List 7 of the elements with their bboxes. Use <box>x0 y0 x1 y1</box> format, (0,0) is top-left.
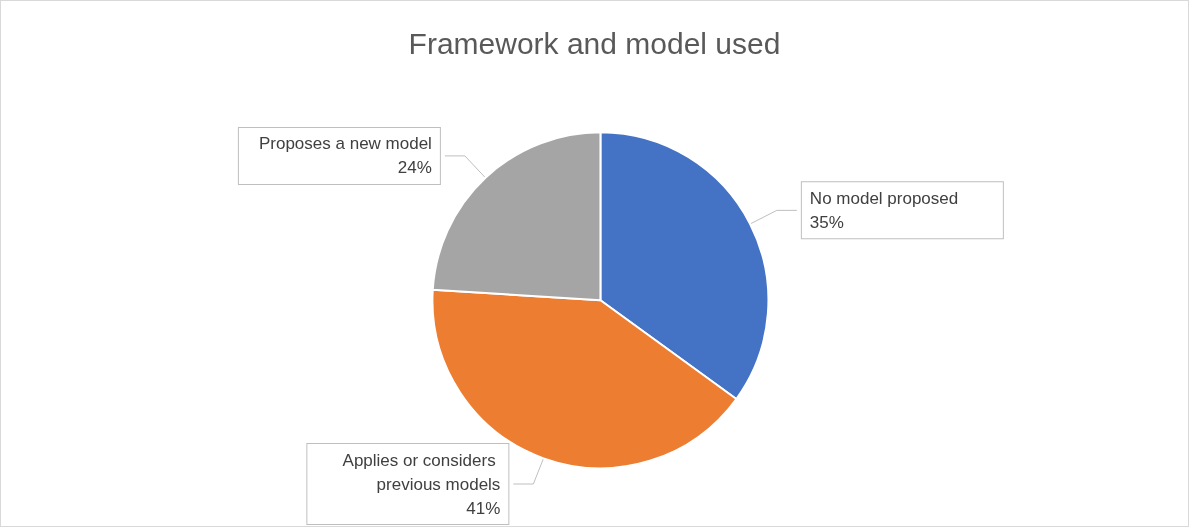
data-label: 41% <box>466 498 501 518</box>
slice-label: No model proposed <box>809 188 959 208</box>
slice-label: Applies or considers previous models <box>342 450 501 494</box>
slice-label: Proposes a new model <box>258 134 432 154</box>
data-label: 24% <box>397 158 432 178</box>
chart-title: Framework and model used <box>408 26 781 60</box>
data-label: 35% <box>809 212 844 232</box>
